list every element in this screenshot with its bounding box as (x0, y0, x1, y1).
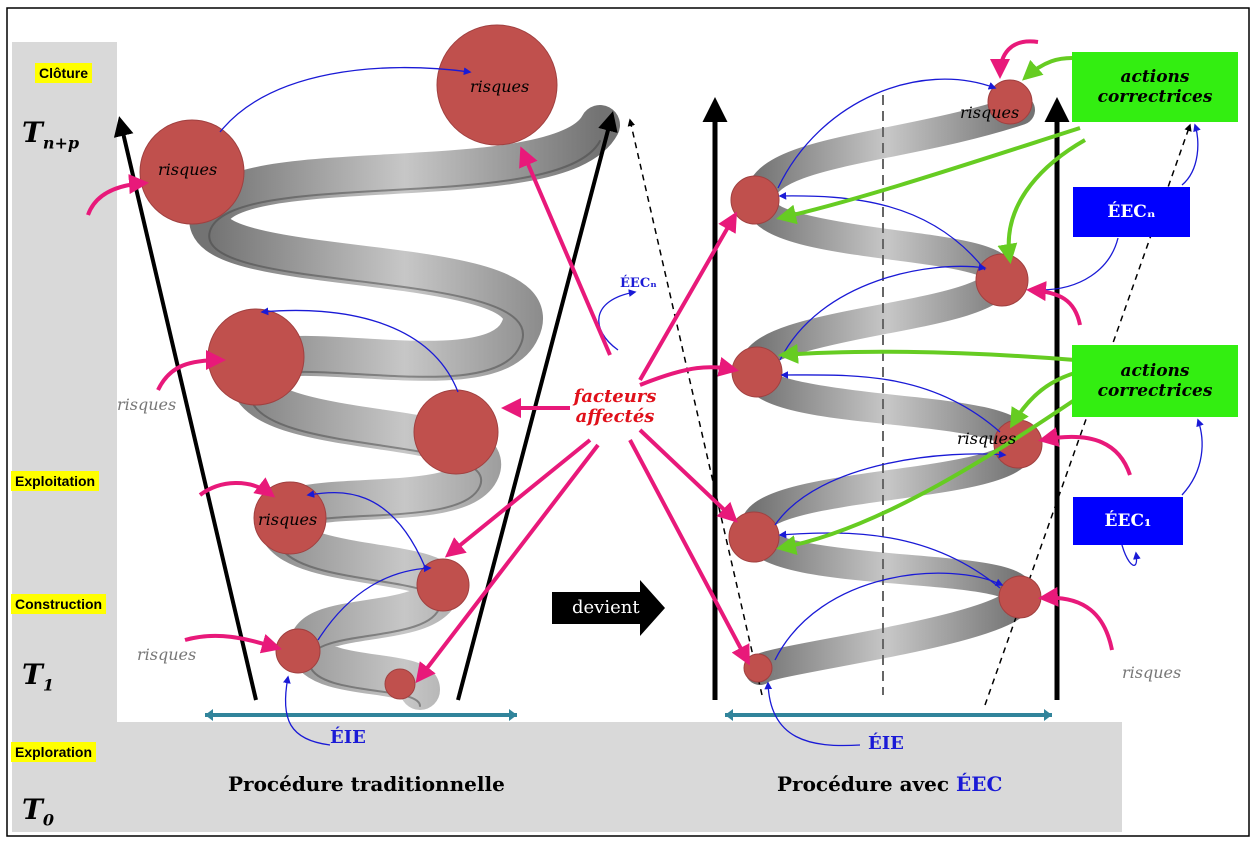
eecn-small-label: ÉECₙ (620, 276, 657, 291)
actions-correctrices-box-top: actions correctrices (1072, 52, 1238, 122)
right-risk-circle-4 (731, 346, 783, 398)
phase-sidebar (12, 42, 117, 832)
risk-label-left-low: risques (258, 510, 318, 529)
facteurs-affectes-label: facteurs affectés (573, 386, 657, 427)
phase-exploitation: Exploitation (11, 471, 100, 491)
right-risk-circle-2 (730, 175, 780, 225)
time-label-t1: T1 (22, 658, 54, 695)
pink-arrows (86, 39, 1132, 684)
time-label-t0: T0 (22, 793, 54, 830)
risk-label-left-top-right: risques (470, 77, 530, 96)
right-baseline (725, 709, 1052, 721)
risk-label-left-top: risques (158, 160, 218, 179)
time-label-tnp: Tn+p (22, 116, 80, 153)
left-risk-circle-top-right (436, 24, 558, 146)
left-blue-arrows (219, 66, 637, 746)
left-funnel-line-a (113, 116, 258, 701)
phase-construction: Construction (11, 594, 107, 614)
risk-label-left-bottom: risques (137, 645, 197, 664)
right-risk-circle-7 (998, 575, 1042, 619)
eec-n-box: ÉECₙ (1073, 187, 1190, 237)
left-risk-circle-bottom-small (384, 668, 416, 700)
eie-label-right: ÉIE (868, 733, 904, 754)
actions-correctrices-box-bottom: actions correctrices (1072, 345, 1238, 417)
right-risk-circle-3 (975, 253, 1029, 307)
left-risk-circle-mid (207, 308, 305, 406)
eec-1-box: ÉEC₁ (1073, 497, 1183, 545)
left-spring (189, 105, 620, 710)
left-baseline (205, 709, 517, 721)
devient-arrow (552, 580, 665, 636)
eie-label-left: ÉIE (330, 727, 366, 748)
risk-label-left-mid: risques (117, 395, 177, 414)
risk-label-right-top: risques (960, 103, 1020, 122)
procedure-eec-label: Procédure avec ÉEC (777, 772, 1003, 796)
left-risk-circle-top (139, 119, 245, 225)
right-risk-circle-1 (987, 79, 1033, 125)
left-risk-circle-bottom (275, 628, 321, 674)
green-arrows (776, 56, 1086, 555)
devient-label: devient (572, 597, 640, 618)
phase-cloture: Clôture (35, 63, 92, 83)
right-risk-circle-6 (728, 511, 780, 563)
right-risk-circle-8 (743, 653, 773, 683)
right-blue-arrows (764, 78, 1204, 747)
risk-label-right-mid: risques (957, 429, 1017, 448)
procedure-traditional-label: Procédure traditionnelle (228, 772, 505, 796)
phase-exploration: Exploration (11, 742, 97, 762)
bottom-band (12, 722, 1122, 832)
risk-label-right-bottom: risques (1122, 663, 1182, 682)
left-risk-circle-mid-right (413, 389, 499, 475)
left-risk-circle-low (253, 481, 327, 555)
